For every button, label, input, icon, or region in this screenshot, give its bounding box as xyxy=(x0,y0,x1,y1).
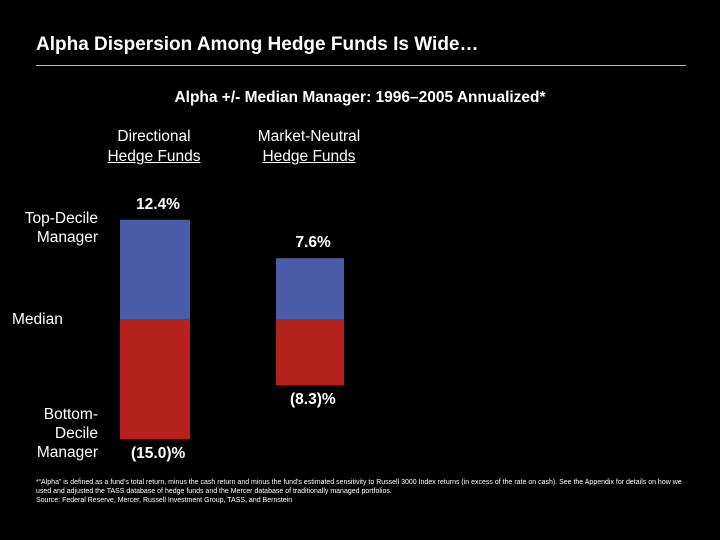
row-label-line: Bottom- xyxy=(43,406,98,423)
row-label-line: Manager xyxy=(36,444,98,461)
column-header-line: Hedge Funds xyxy=(107,148,201,165)
bar-label-directional-bottom: (15.0)% xyxy=(131,445,186,462)
chart-subtitle: Alpha +/- Median Manager: 1996–2005 Annu… xyxy=(174,89,546,106)
bar-top-0 xyxy=(120,219,190,319)
bar-bottom-1 xyxy=(276,319,344,386)
bar-top-1 xyxy=(276,258,344,319)
row-label-median: Median xyxy=(12,311,63,328)
row-label-line: Top-Decile xyxy=(24,210,98,227)
bar-label-market-neutral-bottom: (8.3)% xyxy=(290,391,336,409)
column-header-line: Hedge Funds xyxy=(262,148,356,165)
footnote-definition: *“Alpha” is defined as a fund’s total re… xyxy=(36,479,682,495)
row-label-top-decile: Top-Decile Manager xyxy=(0,209,98,247)
footnote: *“Alpha” is defined as a fund’s total re… xyxy=(36,478,686,505)
column-header-directional: Directional Hedge Funds xyxy=(74,127,234,167)
row-label-bottom-decile: Bottom- Decile Manager xyxy=(0,405,98,462)
title-divider xyxy=(36,65,686,66)
bar-label-market-neutral-top: 7.6% xyxy=(295,234,331,252)
row-label-line: Manager xyxy=(36,229,98,246)
bar-label-directional-top: 12.4% xyxy=(136,195,180,213)
column-header-line: Directional xyxy=(117,128,191,145)
slide-title: Alpha Dispersion Among Hedge Funds Is Wi… xyxy=(36,34,479,55)
row-label-line: Decile xyxy=(54,425,98,442)
column-header-market-neutral: Market-Neutral Hedge Funds xyxy=(229,127,389,167)
bar-bottom-0 xyxy=(120,319,190,439)
column-header-line: Market-Neutral xyxy=(257,128,361,145)
footnote-source: Source: Federal Reserve, Mercer, Russell… xyxy=(36,497,293,504)
